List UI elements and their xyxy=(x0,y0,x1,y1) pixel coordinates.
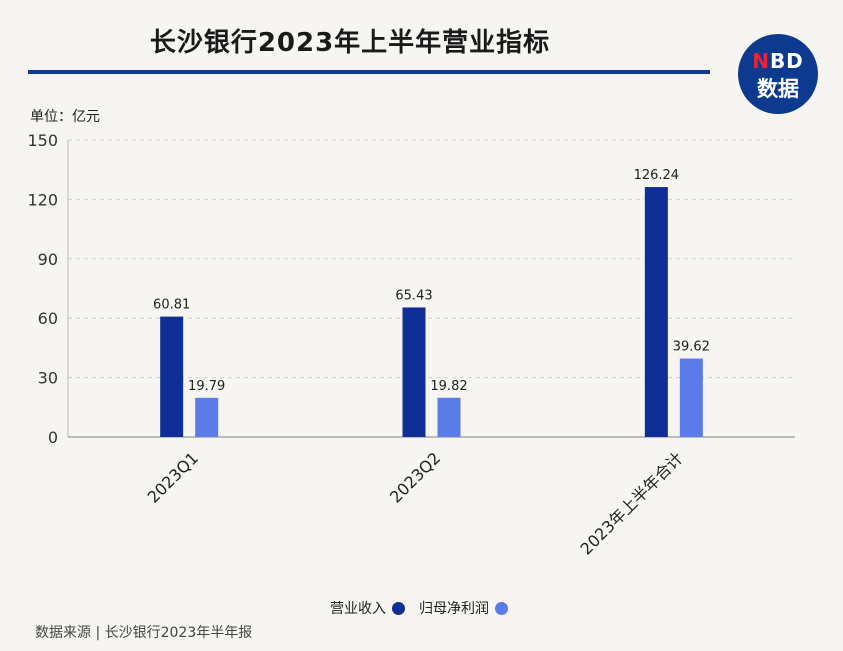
title-divider xyxy=(28,70,710,74)
legend-item-revenue: 营业收入 xyxy=(330,598,405,618)
logo-data-text: 数据 xyxy=(757,77,799,101)
data-label: 60.81 xyxy=(153,298,190,313)
data-source: 数据来源 | 长沙银行2023年半年报 xyxy=(35,625,253,641)
data-label: 19.79 xyxy=(188,379,225,394)
data-label: 19.82 xyxy=(430,379,467,394)
logo-nbd-text: NBD xyxy=(752,49,804,73)
data-label: 126.24 xyxy=(634,168,680,183)
legend-dot-revenue xyxy=(392,601,405,615)
bar xyxy=(402,307,426,437)
bar xyxy=(160,316,184,437)
data-label: 65.43 xyxy=(395,288,432,303)
y-tick-label: 150 xyxy=(27,131,58,150)
legend-label-revenue: 营业收入 xyxy=(330,601,386,617)
y-tick-label: 30 xyxy=(38,369,58,388)
y-tick-label: 60 xyxy=(38,309,58,328)
legend-dot-profit xyxy=(495,601,508,615)
y-tick-label: 0 xyxy=(48,428,58,447)
bar xyxy=(644,187,668,437)
legend-label-profit: 归母净利润 xyxy=(419,601,489,617)
legend: 营业收入 归母净利润 xyxy=(330,598,522,618)
unit-label: 单位：亿元 xyxy=(30,109,100,125)
x-tick-label: 2023Q2 xyxy=(386,448,444,506)
chart-title: 长沙银行2023年上半年营业指标 xyxy=(149,28,551,58)
x-tick-label: 2023Q1 xyxy=(144,448,202,506)
bar xyxy=(195,397,219,437)
data-label: 39.62 xyxy=(673,340,710,355)
legend-item-profit: 归母净利润 xyxy=(419,598,508,618)
x-tick-label: 2023年上半年合计 xyxy=(577,448,687,558)
bar xyxy=(437,397,461,437)
y-tick-label: 90 xyxy=(38,250,58,269)
y-tick-label: 120 xyxy=(27,190,58,209)
nbd-logo: NBD 数据 xyxy=(738,34,818,114)
bar xyxy=(679,358,703,437)
